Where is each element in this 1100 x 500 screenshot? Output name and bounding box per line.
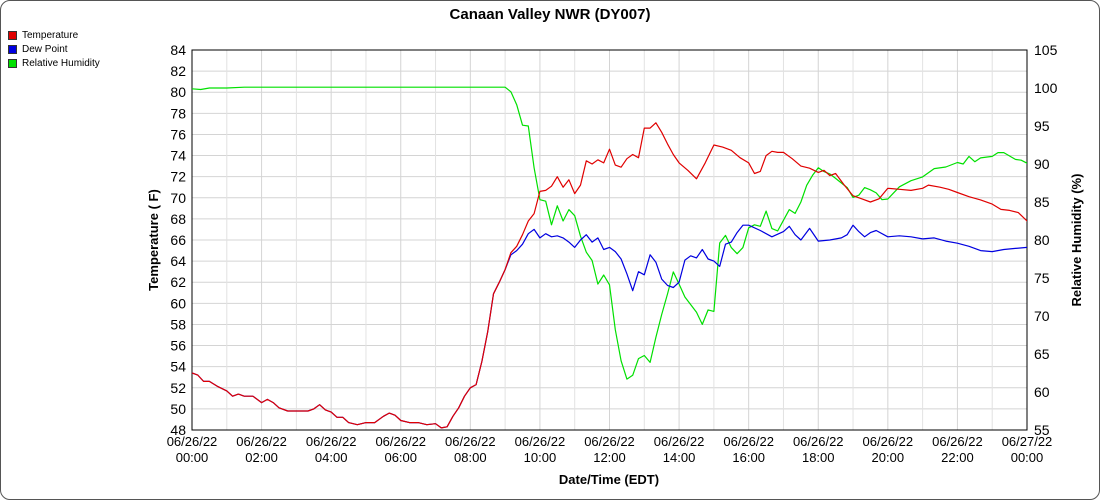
chart-title: Canaan Valley NWR (DY007) <box>450 6 651 23</box>
x-tick-label-time: 12:00 <box>593 450 626 465</box>
x-tick-label-date: 06/26/22 <box>445 434 496 449</box>
y2-tick-label: 105 <box>1034 42 1058 58</box>
series-lines <box>192 86 1027 429</box>
y-tick-label: 60 <box>170 295 186 311</box>
legend-item: Temperature <box>8 28 100 42</box>
y-tick-label: 52 <box>170 380 186 396</box>
legend-swatch-relative-humidity <box>8 58 17 68</box>
x-tick-label-time: 04:00 <box>315 450 348 465</box>
legend-item: Relative Humidity <box>8 56 100 70</box>
y2-tick-label: 90 <box>1034 156 1050 172</box>
x-tick-label-date: 06/26/22 <box>723 434 774 449</box>
x-tick-label-time: 18:00 <box>802 450 835 465</box>
series-line-relative-humidity <box>192 86 1027 380</box>
y-tick-label: 84 <box>170 42 186 58</box>
legend-label-relative-humidity: Relative Humidity <box>22 57 100 69</box>
x-tick-label-time: 10:00 <box>524 450 557 465</box>
x-tick-label-date: 06/26/22 <box>375 434 426 449</box>
y-tick-label: 72 <box>170 169 186 185</box>
x-tick-label-date: 06/26/22 <box>167 434 218 449</box>
y-tick-label: 50 <box>170 401 186 417</box>
y2-tick-label: 70 <box>1034 308 1050 324</box>
y-tick-label: 80 <box>170 84 186 100</box>
x-tick-label-time: 20:00 <box>872 450 905 465</box>
grid <box>191 49 1028 431</box>
y2-tick-label: 95 <box>1034 118 1050 134</box>
y2-tick-label: 100 <box>1034 80 1058 96</box>
legend-swatch-dew-point <box>8 44 17 54</box>
plot-border <box>191 49 1028 431</box>
x-tick-label-time: 06:00 <box>384 450 417 465</box>
y-tick-label: 54 <box>170 359 186 375</box>
y-tick-label: 58 <box>170 316 186 332</box>
x-tick-label-time: 00:00 <box>176 450 209 465</box>
y2-tick-label: 60 <box>1034 384 1050 400</box>
x-tick-label-time: 00:00 <box>1011 450 1044 465</box>
legend-swatch-temperature <box>8 30 17 40</box>
x-tick-label-date: 06/26/22 <box>863 434 914 449</box>
x-axis-label: Date/Time (EDT) <box>559 472 659 487</box>
y-tick-label: 82 <box>170 63 186 79</box>
x-tick-label-time: 16:00 <box>732 450 765 465</box>
y2-tick-label: 55 <box>1034 422 1050 438</box>
y-tick-label: 66 <box>170 232 186 248</box>
y-tick-label: 76 <box>170 126 186 142</box>
y2-tick-label: 80 <box>1034 232 1050 248</box>
y2-tick-label: 85 <box>1034 194 1050 210</box>
x-tick-label-date: 06/26/22 <box>515 434 566 449</box>
x-tick-label-time: 08:00 <box>454 450 487 465</box>
x-tick-label-date: 06/26/22 <box>306 434 357 449</box>
x-tick-label-date: 06/27/22 <box>1002 434 1053 449</box>
x-tick-label-time: 22:00 <box>941 450 974 465</box>
y-tick-label: 68 <box>170 211 186 227</box>
x-tick-label-date: 06/26/22 <box>654 434 705 449</box>
y-tick-label: 48 <box>170 422 186 438</box>
y-axis-label: Temperature ( F) <box>146 189 161 291</box>
axes: 48 50 52 54 56 58 60 62 64 66 68 70 72 74 76 78 80 82 84 55… <box>167 42 1058 465</box>
y-tick-label: 62 <box>170 274 186 290</box>
y-tick-label: 78 <box>170 105 186 121</box>
series-line-dew-point <box>192 224 1027 429</box>
y-tick-label: 64 <box>170 253 186 269</box>
y-tick-label: 74 <box>170 148 186 164</box>
legend-item: Dew Point <box>8 42 100 56</box>
y-tick-label: 56 <box>170 338 186 354</box>
x-tick-label-time: 14:00 <box>663 450 696 465</box>
x-tick-label-date: 06/26/22 <box>584 434 635 449</box>
legend: Temperature Dew Point Relative Humidity <box>8 28 100 70</box>
y2-axis-label: Relative Humidity (%) <box>1069 174 1084 307</box>
series-line-temperature <box>192 122 1027 429</box>
x-tick-label-date: 06/26/22 <box>236 434 287 449</box>
legend-label-temperature: Temperature <box>22 29 79 41</box>
y2-tick-label: 75 <box>1034 270 1050 286</box>
x-tick-label-date: 06/26/22 <box>793 434 844 449</box>
legend-label-dew-point: Dew Point <box>22 43 68 55</box>
x-tick-label-time: 02:00 <box>245 450 278 465</box>
y2-tick-label: 65 <box>1034 346 1050 362</box>
y-tick-label: 70 <box>170 190 186 206</box>
x-tick-label-date: 06/26/22 <box>932 434 983 449</box>
